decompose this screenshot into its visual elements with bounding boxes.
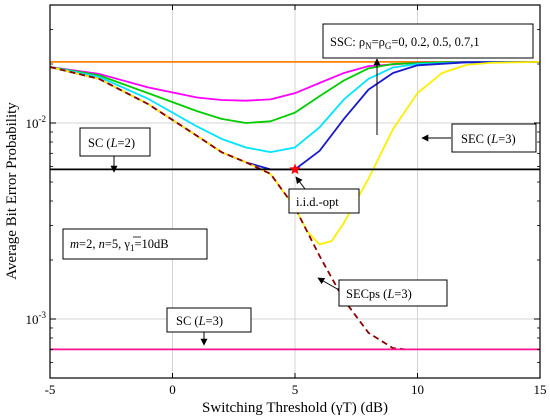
annotation-secps-arrow bbox=[317, 277, 340, 291]
secps-part-2: =3) bbox=[394, 287, 411, 301]
annotation-ssc: SSC: ρN=ρG=0, 0.2, 0.5, 0.7,1 bbox=[322, 23, 534, 135]
x-tick-label-1: 0 bbox=[169, 382, 176, 397]
series-group bbox=[50, 61, 540, 351]
markers-group bbox=[289, 163, 301, 175]
params-part-0: m bbox=[70, 237, 79, 251]
annotation-sc3-text: SC (L=3) bbox=[176, 314, 223, 328]
y-tick-label-1: 10-3 bbox=[26, 310, 47, 327]
params-part-1: =2, bbox=[79, 237, 99, 251]
ssc-part-4: =0, 0.2, 0.5, 0.7,1 bbox=[391, 35, 479, 49]
sc3-part-1: L bbox=[198, 314, 206, 328]
ssc-part-3: G bbox=[385, 41, 392, 51]
secps-part-0: SECps ( bbox=[346, 287, 387, 301]
annotation-sec3: SEC (L=3) bbox=[421, 123, 537, 153]
annotation-iid-box bbox=[288, 188, 360, 214]
y-tick-label-base-1: 10 bbox=[26, 312, 39, 327]
annotation-sc3: SC (L=3) bbox=[166, 307, 252, 346]
annotation-secps: SECps (L=3) bbox=[317, 277, 448, 307]
sec3-part-2: =3) bbox=[498, 132, 515, 146]
annotation-sc2: SC (L=2) bbox=[79, 127, 151, 173]
params-part-6: =10dB bbox=[134, 237, 168, 251]
sec3-part-0: SEC ( bbox=[461, 132, 491, 146]
annotation-params: m=2, n=5, γ1=10dB bbox=[62, 228, 208, 260]
ssc-part-1: N bbox=[365, 41, 372, 51]
annotation-sec3-text: SEC (L=3) bbox=[461, 132, 516, 146]
annotation-sc3-box bbox=[166, 307, 252, 333]
annotation-secps-box bbox=[338, 279, 448, 307]
sc2-part-1: L bbox=[110, 136, 118, 150]
params-part-4: γ bbox=[123, 237, 130, 251]
sc3-part-2: =3) bbox=[206, 314, 223, 328]
sec3-part-1: L bbox=[490, 132, 498, 146]
x-tick-label-3: 10 bbox=[411, 382, 424, 397]
series-line-6 bbox=[50, 66, 406, 351]
sc2-part-0: SC ( bbox=[88, 136, 111, 150]
ssc-part-2: =ρ bbox=[372, 35, 385, 49]
annotation-iid-text: i.i.d.-opt bbox=[296, 195, 339, 209]
y-tick-label-0: 10-2 bbox=[26, 114, 47, 131]
y-tick-label-exp-0: -2 bbox=[39, 114, 47, 124]
y-axis-label: Average Bit Error Probability bbox=[4, 102, 20, 280]
y-tick-label-base-0: 10 bbox=[26, 116, 39, 131]
x-tick-label-2: 5 bbox=[292, 382, 299, 397]
annotation-iid: i.i.d.-opt bbox=[288, 176, 360, 214]
y-tick-label-exp-1: -3 bbox=[39, 310, 47, 320]
annotation-ssc-box bbox=[322, 23, 534, 59]
annotation-params-text: m=2, n=5, γ1=10dB bbox=[70, 237, 169, 253]
annotation-sc2-text: SC (L=2) bbox=[88, 136, 135, 150]
annotation-ssc-text: SSC: ρN=ρG=0, 0.2, 0.5, 0.7,1 bbox=[330, 35, 480, 51]
series-line-3 bbox=[50, 61, 540, 154]
annotation-params-box bbox=[62, 228, 208, 260]
star-marker-0 bbox=[289, 163, 301, 175]
ssc-part-0: SSC: ρ bbox=[330, 35, 365, 49]
x-tick-label-0: -5 bbox=[45, 382, 56, 397]
annotation-secps-text: SECps (L=3) bbox=[346, 287, 412, 301]
params-part-3: =5, bbox=[105, 237, 125, 251]
sc3-part-0: SC ( bbox=[176, 314, 199, 328]
annotation-iid-arrow bbox=[295, 176, 306, 190]
series-line-2 bbox=[50, 61, 540, 124]
secps-part-1: L bbox=[386, 287, 394, 301]
x-tick-label-4: 15 bbox=[534, 382, 547, 397]
x-axis-label: Switching Threshold (γT) (dB) bbox=[202, 400, 388, 416]
annotation-sec3-box bbox=[451, 123, 537, 153]
params-part-2: n bbox=[99, 237, 105, 251]
annotation-sc2-box bbox=[79, 127, 151, 157]
params-part-5: 1 bbox=[130, 243, 135, 253]
sc2-part-2: =2) bbox=[118, 136, 135, 150]
